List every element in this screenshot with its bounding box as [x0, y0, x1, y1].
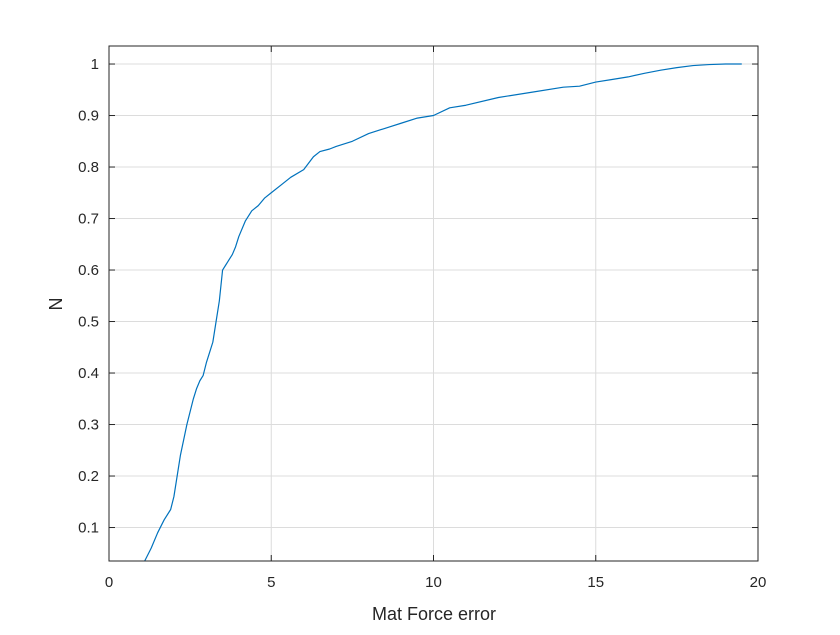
y-tick-label: 0.8 [78, 159, 99, 176]
x-tick-label: 15 [587, 574, 604, 591]
x-tick-label: 0 [105, 574, 113, 591]
y-tick-label: 0.9 [78, 108, 99, 125]
series-line [144, 63, 742, 562]
y-tick-label: 0.6 [78, 262, 99, 279]
y-tick-label: 0.4 [78, 365, 99, 382]
y-tick-label: 0.1 [78, 520, 99, 537]
x-tick-label: 5 [267, 574, 275, 591]
y-axis-label: N [46, 298, 66, 311]
x-tick-label: 10 [425, 574, 442, 591]
y-tick-label: 0.2 [78, 468, 99, 485]
x-axis-label: Mat Force error [372, 604, 496, 624]
y-tick-label: 0.7 [78, 211, 99, 228]
y-tick-label: 0.3 [78, 417, 99, 434]
x-tick-label: 20 [750, 574, 767, 591]
y-tick-label: 1 [91, 56, 99, 73]
y-tick-label: 0.5 [78, 314, 99, 331]
